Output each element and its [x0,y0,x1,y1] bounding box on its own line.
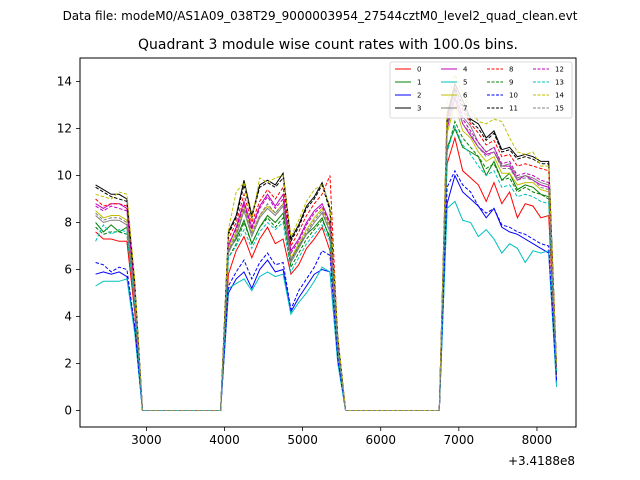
x-tick-label: 6000 [365,433,396,447]
legend-label-12: 12 [555,66,564,74]
legend-label-1: 1 [417,79,421,87]
series-line-0 [95,135,557,411]
chart-title: Quadrant 3 module wise count rates with … [138,37,518,53]
legend-label-7: 7 [463,105,467,113]
y-tick-label: 10 [57,169,72,183]
plot-frame [79,57,577,428]
legend-label-15: 15 [555,105,564,113]
series-line-2 [95,174,557,411]
figure-suptitle: Data file: modeM0/AS1A09_038T29_90000039… [63,9,578,23]
legend-label-11: 11 [509,105,518,113]
y-tick-label: 0 [64,404,72,418]
x-offset-label: +3.4188e8 [508,454,575,468]
y-tick-label: 12 [57,122,72,136]
series-line-14 [95,72,557,411]
x-tick-label: 3000 [131,433,162,447]
legend-label-2: 2 [417,92,421,100]
series-line-3 [95,82,557,411]
legend-label-6: 6 [463,92,468,100]
legend-label-8: 8 [509,66,513,74]
series-line-12 [95,93,557,411]
series-line-15 [95,98,557,411]
legend-label-10: 10 [509,92,518,100]
legend-label-9: 9 [509,79,513,87]
x-tick-label: 5000 [287,433,318,447]
x-tick-label: 8000 [522,433,553,447]
y-tick-label: 14 [57,75,72,89]
x-tick-label: 7000 [444,433,475,447]
legend-label-3: 3 [417,105,421,113]
legend-box [389,61,573,119]
series-layer [95,72,557,411]
series-line-5 [95,200,557,411]
series-line-13 [95,124,557,411]
x-tick-label: 4000 [209,433,240,447]
series-line-8 [95,84,557,411]
legend-label-5: 5 [463,79,467,87]
series-line-7 [95,89,557,411]
y-tick-label: 4 [64,310,72,324]
legend-label-14: 14 [555,92,564,100]
y-tick-label: 2 [64,357,72,371]
series-line-9 [95,120,557,411]
series-line-11 [95,87,557,411]
legend-label-0: 0 [417,66,421,74]
legend-label-13: 13 [555,79,564,87]
series-line-10 [95,169,557,411]
y-tick-label: 6 [64,263,72,277]
legend-label-4: 4 [463,66,468,74]
y-tick-label: 8 [64,216,72,230]
